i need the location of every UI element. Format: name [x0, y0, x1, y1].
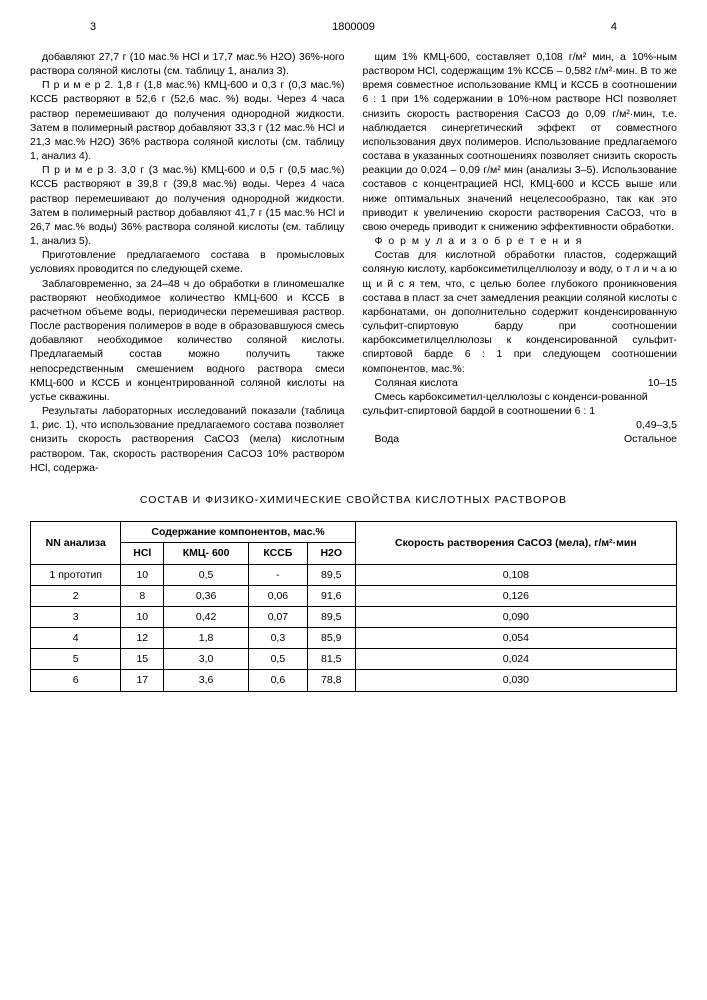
data-table: NN анализа Содержание компонентов, мас.%…: [30, 521, 677, 691]
para: Заблаговременно, за 24–48 ч до обработки…: [30, 277, 345, 405]
comp-label: Смесь карбоксиметил-целлюлозы с конденси…: [363, 391, 648, 417]
page-right: 4: [611, 20, 617, 35]
table-cell: 12: [121, 628, 164, 649]
para: Состав для кислотной обработки пластов, …: [363, 248, 678, 376]
para: П р и м е р 3. 3,0 г (3 мас.%) КМЦ-600 и…: [30, 163, 345, 248]
table-header-row: NN анализа Содержание компонентов, мас.%…: [31, 522, 677, 543]
table-cell: 1,8: [164, 628, 249, 649]
para: Приготовление предлагаемого состава в пр…: [30, 248, 345, 276]
table-cell: 0,36: [164, 585, 249, 606]
col-subheader: HCl: [121, 543, 164, 564]
para: П р и м е р 2. 1,8 г (1,8 мас.%) КМЦ-600…: [30, 78, 345, 163]
col-subheader: КМЦ- 600: [164, 543, 249, 564]
col-header: Скорость растворения CaCO3 (мела), г/м²·…: [355, 522, 676, 564]
table-cell: 0,126: [355, 585, 676, 606]
table-cell: 0,5: [249, 649, 308, 670]
comp-label: Соляная кислота: [363, 376, 458, 390]
col-header: NN анализа: [31, 522, 121, 564]
table-row: 280,360,0691,60,126: [31, 585, 677, 606]
table-row: 1 прототип100,5-89,50,108: [31, 564, 677, 585]
table-cell: 1 прототип: [31, 564, 121, 585]
table-cell: 91,6: [307, 585, 355, 606]
table-cell: 0,090: [355, 606, 676, 627]
body-text: добавляют 27,7 г (10 мас.% HCl и 17,7 ма…: [30, 50, 677, 475]
table-title: СОСТАВ И ФИЗИКО-ХИМИЧЕСКИЕ СВОЙСТВА КИСЛ…: [30, 493, 677, 507]
table-cell: 10: [121, 606, 164, 627]
table-cell: 0,6: [249, 670, 308, 691]
col-subheader: H2O: [307, 543, 355, 564]
comp-value: Остальное: [612, 432, 677, 446]
table-cell: 10: [121, 564, 164, 585]
comp-value: 0,49–3,5: [636, 419, 677, 431]
comp-value: 10–15: [636, 376, 677, 390]
comp-row: 0,49–3,5: [363, 418, 678, 432]
table-cell: 0,42: [164, 606, 249, 627]
col-header: Содержание компонентов, мас.%: [121, 522, 355, 543]
table-cell: 6: [31, 670, 121, 691]
page-left: 3: [90, 20, 96, 35]
page-header: 3 1800009 4: [30, 20, 677, 35]
table-cell: 15: [121, 649, 164, 670]
table-cell: 8: [121, 585, 164, 606]
table-cell: 3: [31, 606, 121, 627]
para: добавляют 27,7 г (10 мас.% HCl и 17,7 ма…: [30, 50, 345, 78]
table-row: 5153,00,581,50,024: [31, 649, 677, 670]
table-cell: 2: [31, 585, 121, 606]
formula-title: Ф о р м у л а и з о б р е т е н и я: [363, 234, 678, 248]
table-cell: 5: [31, 649, 121, 670]
table-cell: 0,054: [355, 628, 676, 649]
table-body: 1 прототип100,5-89,50,108280,360,0691,60…: [31, 564, 677, 691]
para: щим 1% КМЦ-600, составляет 0,108 г/м² ми…: [363, 50, 678, 234]
patent-number: 1800009: [332, 20, 375, 35]
table-cell: -: [249, 564, 308, 585]
table-cell: 0,5: [164, 564, 249, 585]
comp-label: Вода: [363, 432, 400, 446]
comp-row: Смесь карбоксиметил-целлюлозы с конденси…: [363, 390, 678, 418]
table-row: 3100,420,0789,50,090: [31, 606, 677, 627]
table-cell: 0,024: [355, 649, 676, 670]
table-row: 6173,60,678,80,030: [31, 670, 677, 691]
table-cell: 0,3: [249, 628, 308, 649]
table-cell: 0,07: [249, 606, 308, 627]
table-cell: 0,030: [355, 670, 676, 691]
table-row: 4121,80,385,90,054: [31, 628, 677, 649]
table-cell: 0,06: [249, 585, 308, 606]
table-cell: 0,108: [355, 564, 676, 585]
table-cell: 89,5: [307, 564, 355, 585]
table-cell: 81,5: [307, 649, 355, 670]
table-cell: 3,0: [164, 649, 249, 670]
para: Результаты лабораторных исследований пок…: [30, 404, 345, 475]
table-cell: 17: [121, 670, 164, 691]
col-subheader: КССБ: [249, 543, 308, 564]
table-cell: 78,8: [307, 670, 355, 691]
table-cell: 85,9: [307, 628, 355, 649]
comp-row: Вода Остальное: [363, 432, 678, 446]
table-cell: 89,5: [307, 606, 355, 627]
comp-row: Соляная кислота 10–15: [363, 376, 678, 390]
table-cell: 4: [31, 628, 121, 649]
table-cell: 3,6: [164, 670, 249, 691]
